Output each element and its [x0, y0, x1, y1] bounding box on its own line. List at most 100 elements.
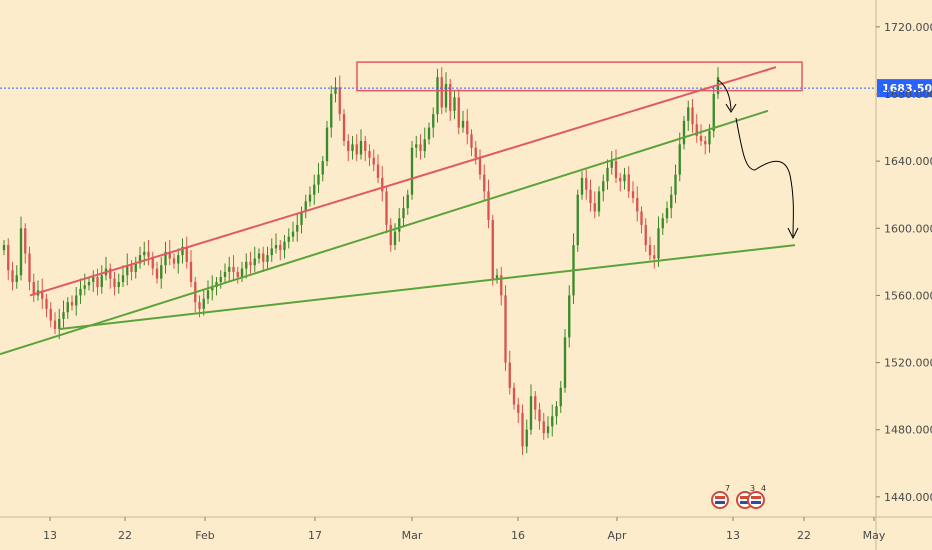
candle-body[interactable] [546, 426, 550, 434]
candle-body[interactable] [491, 219, 494, 279]
candle-body[interactable] [53, 320, 57, 329]
candle-body[interactable] [49, 308, 52, 321]
candle-body[interactable] [440, 77, 443, 108]
current-price-tag[interactable] [877, 79, 932, 98]
candle-body[interactable] [317, 174, 320, 185]
candle-body[interactable] [347, 141, 350, 152]
candle-body[interactable] [291, 231, 295, 237]
candle-body[interactable] [155, 268, 159, 279]
candle-body[interactable] [279, 245, 282, 251]
candle-body[interactable] [245, 261, 248, 269]
candle-body[interactable] [249, 261, 252, 266]
candle-body[interactable] [177, 255, 180, 264]
candle-body[interactable] [83, 285, 86, 289]
candle-body[interactable] [589, 189, 592, 204]
candle-body[interactable] [32, 282, 35, 296]
candle-body[interactable] [236, 271, 239, 277]
candle-body[interactable] [202, 298, 205, 309]
candle-body[interactable] [19, 228, 23, 276]
candle-body[interactable] [368, 151, 371, 158]
candle-body[interactable] [92, 276, 95, 282]
candle-body[interactable] [160, 265, 163, 279]
candle-body[interactable] [45, 298, 48, 309]
candle-body[interactable] [121, 275, 125, 282]
candle-body[interactable] [342, 114, 346, 141]
candle-body[interactable] [168, 251, 171, 259]
candle-body[interactable] [508, 362, 511, 388]
candle-body[interactable] [228, 266, 231, 272]
candle-body[interactable] [181, 246, 184, 256]
event-flag-icon[interactable] [747, 491, 765, 509]
candle-body[interactable] [487, 191, 490, 220]
candle-body[interactable] [644, 224, 647, 246]
candle-body[interactable] [28, 253, 31, 282]
candle-body[interactable] [406, 194, 409, 209]
candle-body[interactable] [15, 275, 18, 282]
candle-body[interactable] [419, 144, 422, 152]
candle-body[interactable] [538, 409, 541, 422]
candle-body[interactable] [597, 191, 601, 212]
candle-body[interactable] [41, 290, 44, 299]
candle-body[interactable] [172, 258, 176, 264]
candle-body[interactable] [534, 396, 537, 410]
candle-body[interactable] [334, 87, 337, 94]
candle-body[interactable] [665, 208, 669, 219]
candle-body[interactable] [551, 416, 554, 427]
candle-body[interactable] [678, 144, 681, 175]
candle-body[interactable] [398, 218, 401, 232]
candle-body[interactable] [147, 251, 150, 257]
candle-body[interactable] [449, 83, 452, 111]
candle-body[interactable] [62, 312, 65, 319]
support-trendline-lower[interactable] [59, 244, 796, 330]
candle-body[interactable] [96, 276, 99, 288]
candle-body[interactable] [338, 87, 341, 115]
candle-body[interactable] [682, 120, 686, 145]
candle-body[interactable] [627, 174, 630, 192]
candle-body[interactable] [308, 194, 312, 202]
candle-body[interactable] [585, 177, 588, 190]
candle-body[interactable] [461, 120, 465, 128]
candle-body[interactable] [87, 282, 91, 286]
candle-body[interactable] [687, 107, 690, 121]
candle-body[interactable] [219, 276, 222, 282]
candle-body[interactable] [444, 83, 448, 108]
candle-body[interactable] [619, 177, 622, 182]
candle-body[interactable] [712, 94, 715, 131]
candle-body[interactable] [415, 144, 418, 148]
candle-body[interactable] [708, 130, 711, 145]
candle-body[interactable] [393, 231, 397, 246]
candle-body[interactable] [704, 141, 707, 145]
candle-body[interactable] [117, 282, 120, 288]
candle-body[interactable] [691, 107, 694, 125]
candle-body[interactable] [109, 268, 112, 279]
candle-body[interactable] [126, 265, 129, 276]
candle-body[interactable] [640, 211, 643, 225]
candle-body[interactable] [576, 194, 579, 246]
candle-body[interactable] [223, 271, 227, 277]
candle-body[interactable] [602, 181, 605, 192]
candle-body[interactable] [457, 97, 460, 128]
candle-body[interactable] [631, 191, 635, 199]
candle-body[interactable] [58, 318, 61, 329]
candle-body[interactable] [500, 275, 503, 296]
candle-body[interactable] [66, 302, 69, 313]
candle-body[interactable] [674, 174, 677, 195]
candle-body[interactable] [495, 275, 499, 279]
candle-body[interactable] [555, 406, 558, 417]
candle-body[interactable] [138, 255, 142, 264]
candle-body[interactable] [636, 198, 639, 212]
candle-body[interactable] [521, 412, 524, 447]
candle-body[interactable] [300, 211, 303, 225]
candle-body[interactable] [70, 302, 74, 306]
candle-body[interactable] [189, 261, 193, 282]
candle-body[interactable] [580, 177, 584, 195]
candle-body[interactable] [529, 396, 533, 430]
candle-body[interactable] [330, 94, 333, 128]
candle-body[interactable] [304, 201, 307, 212]
candle-body[interactable] [266, 255, 269, 262]
candle-body[interactable] [2, 245, 6, 251]
annotation-layer[interactable]: 1683.505 7 34 [0, 61, 932, 509]
candle-body[interactable] [610, 161, 613, 168]
